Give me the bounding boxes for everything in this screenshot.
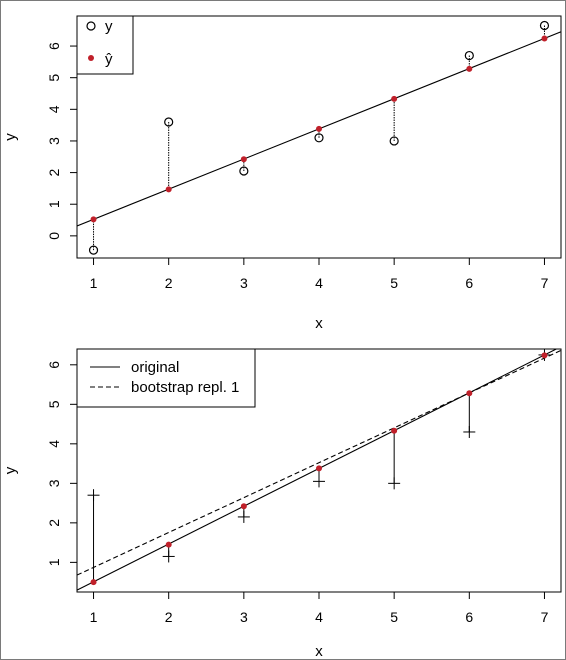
legend-box: [76, 348, 256, 408]
observed-point: [314, 133, 324, 143]
x-tick-label: 5: [390, 609, 398, 625]
bottom-panel-plot: 1 2 3 4 5 6 7 1 2 3 4 5 6 x y original bootstrap repl. 1: [2, 348, 562, 658]
fitted-point: [240, 503, 247, 510]
x-tick-label: 7: [541, 609, 549, 625]
fitted-point: [165, 541, 172, 548]
x-tick-label: 6: [465, 609, 473, 625]
bootstrap-point: [237, 510, 250, 523]
fitted-point: [90, 579, 97, 586]
x-tick-label: 5: [390, 275, 398, 291]
x-axis-label: x: [315, 315, 323, 332]
y-tick-label: 1: [46, 200, 62, 208]
x-tick-label: 3: [240, 275, 248, 291]
legend-label-bootstrap: bootstrap repl. 1: [131, 379, 239, 396]
observed-point: [164, 117, 174, 127]
y-tick-label: 5: [46, 74, 62, 82]
fitted-point: [316, 125, 322, 132]
legend-label-fitted: ŷ: [105, 51, 113, 68]
x-tick-label: 2: [165, 609, 173, 625]
x-tick-label: 7: [541, 275, 549, 291]
fitted-point: [240, 156, 247, 163]
x-axis-label: x: [315, 643, 323, 658]
bootstrap-point: [388, 477, 401, 490]
observed-point: [389, 136, 399, 146]
y-tick-label: 5: [46, 400, 62, 408]
x-tick-label: 2: [165, 275, 173, 291]
legend: original bootstrap repl. 1: [76, 348, 256, 408]
bootstrap-point: [313, 475, 325, 488]
bootstrap-point: [463, 425, 476, 438]
x-tick-label: 4: [315, 609, 323, 625]
bootstrap-line: [77, 349, 561, 576]
legend-label-observed: y: [105, 18, 113, 35]
y-tick-label: 3: [46, 479, 62, 487]
y-tick-label: 1: [46, 558, 62, 566]
legend-marker-fitted: [88, 55, 94, 61]
y-axis-label: y: [2, 466, 19, 474]
fitted-point: [391, 427, 398, 434]
x-tick-label: 3: [240, 609, 248, 625]
y-tick-label: 3: [46, 137, 62, 145]
y-tick-label: 6: [46, 361, 62, 369]
fitted-point: [466, 390, 473, 397]
fitted-point: [541, 35, 548, 42]
observed-point: [539, 20, 550, 31]
y-tick-label: 4: [46, 440, 62, 448]
fitted-point: [541, 352, 548, 359]
plot-area: [77, 25, 561, 251]
legend-marker-observed: [86, 21, 96, 31]
y-tick-label: 4: [46, 105, 62, 113]
observed-point: [464, 50, 474, 61]
fitted-point: [90, 216, 97, 223]
legend-box: [76, 15, 134, 75]
legend-label-original: original: [131, 359, 179, 376]
bootstrap-point: [87, 489, 100, 502]
x-tick-label: 1: [90, 275, 98, 291]
bootstrap-point: [162, 550, 175, 563]
observed-point: [88, 245, 99, 255]
y-axis-label: y: [2, 133, 19, 141]
y-tick-label: 0: [46, 232, 62, 240]
fitted-point: [316, 465, 322, 472]
y-tick-label: 6: [46, 42, 62, 50]
x-tick-label: 1: [90, 609, 98, 625]
x-tick-label: 4: [315, 275, 323, 291]
fitted-point: [466, 65, 473, 72]
y-tick-label: 2: [46, 519, 62, 527]
fitted-point: [165, 186, 172, 193]
observed-point: [239, 166, 249, 176]
fitted-point: [391, 95, 398, 102]
y-tick-label: 2: [46, 168, 62, 176]
legend: yŷ: [76, 15, 134, 75]
x-tick-label: 6: [465, 275, 473, 291]
